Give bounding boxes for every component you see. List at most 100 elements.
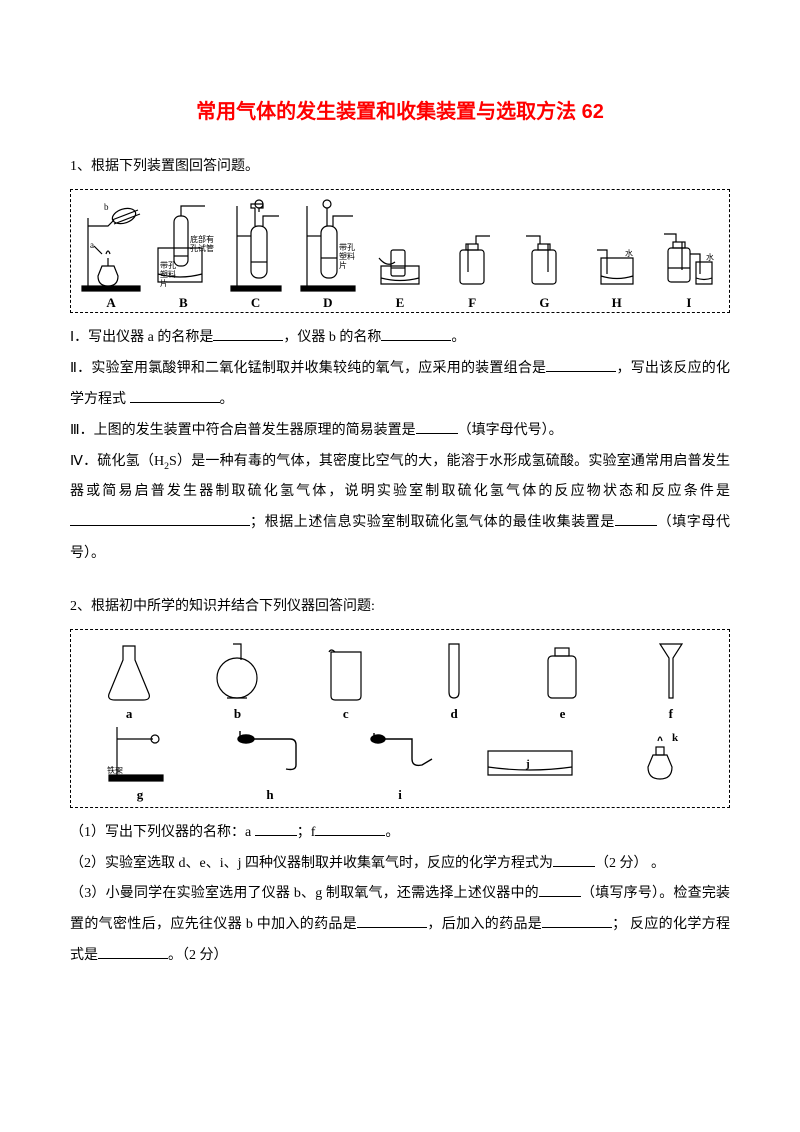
q1-fig-E: E <box>366 198 434 311</box>
blank <box>70 512 250 526</box>
text: （1）写出下列仪器的名称：a <box>70 825 255 840</box>
text: Ⅳ．硫化氢（H <box>70 454 164 469</box>
apparatus-E-icon <box>377 198 423 293</box>
q2-p1: （1）写出下列仪器的名称：a ；f 。 <box>70 818 730 849</box>
text: Ⅱ．实验室用氯酸钾和二氧化锰制取并收集较纯的氧气，应采用的装置组合是 <box>70 361 546 376</box>
text: （填字母代号）。 <box>458 423 563 438</box>
blank <box>98 945 168 959</box>
q1-fig-B: 底部有 孔试管 带孔 塑料 片 B <box>149 198 217 311</box>
svg-text:水: 水 <box>706 252 714 262</box>
q2-figure-row1: a b c d e f <box>77 638 723 722</box>
q1-label-D: D <box>323 295 332 311</box>
q2-fig-b: b <box>185 638 289 722</box>
svg-text:铁架: 铁架 <box>107 765 123 775</box>
q1-fig-F: F <box>438 198 506 311</box>
svg-text:塑料: 塑料 <box>160 269 176 279</box>
blank <box>416 420 458 434</box>
apparatus-C-icon <box>229 198 283 293</box>
blank <box>213 327 283 341</box>
text: 。 <box>451 330 465 345</box>
blank <box>615 512 657 526</box>
svg-text:孔试管: 孔试管 <box>190 243 214 253</box>
text: 。（2 分） <box>168 948 228 963</box>
q1-fig-I: 水 I <box>655 198 723 311</box>
alcohol-lamp-icon: k <box>636 723 684 785</box>
delivery-tube-h-icon <box>232 723 308 785</box>
blank <box>255 822 297 836</box>
test-tube-icon <box>439 638 469 704</box>
svg-text:底部有: 底部有 <box>190 234 214 244</box>
apparatus-A-icon: b a <box>80 198 142 293</box>
svg-text:片: 片 <box>339 260 347 270</box>
q1-intro: 1、根据下列装置图回答问题。 <box>70 152 730 183</box>
svg-text:b: b <box>104 202 109 212</box>
q1-p4: Ⅳ．硫化氢（H2S）是一种有毒的气体，其密度比空气的大，能溶于水形成氢硫酸。实验… <box>70 447 730 570</box>
q2-fig-d: d <box>402 638 506 722</box>
text: Ⅲ．上图的发生装置中符合启普发生器原理的简易装置是 <box>70 423 416 438</box>
svg-text:水: 水 <box>625 248 633 258</box>
q2-figure-row2: 铁架 g h i j j k k <box>77 723 723 803</box>
apparatus-H-icon: 水 <box>595 198 639 293</box>
blank <box>357 914 427 928</box>
q1-p1: Ⅰ．写出仪器 a 的名称是，仪器 b 的名称。 <box>70 323 730 354</box>
text: （2）实验室选取 d、e、i、j 四种仪器制取并收集氧气时，反应的化学方程式为 <box>70 856 553 871</box>
q2-fig-i: i <box>337 723 463 803</box>
apparatus-F-icon <box>452 198 492 293</box>
q2-fig-a: a <box>77 638 181 722</box>
q1-label-C: C <box>251 295 260 311</box>
q2-label-h: h <box>266 787 273 803</box>
apparatus-G-icon <box>524 198 564 293</box>
q1-p2: Ⅱ．实验室用氯酸钾和二氧化锰制取并收集较纯的氧气，应采用的装置组合是，写出该反应… <box>70 354 730 416</box>
svg-text:k: k <box>672 732 679 744</box>
text: 。 <box>385 825 399 840</box>
blank <box>542 914 612 928</box>
q1-fig-C: C <box>221 198 289 311</box>
apparatus-D-icon: 带孔 塑料 片 <box>299 198 357 293</box>
page-title: 常用气体的发生装置和收集装置与选取方法 62 <box>70 90 730 134</box>
q1-label-E: E <box>396 295 405 311</box>
text: Ⅰ．写出仪器 a 的名称是 <box>70 330 213 345</box>
q1-fig-H: 水 H <box>583 198 651 311</box>
svg-text:片: 片 <box>160 278 168 288</box>
q2-p2: （2）实验室选取 d、e、i、j 四种仪器制取并收集氧气时，反应的化学方程式为 （… <box>70 849 730 880</box>
svg-text:带孔: 带孔 <box>339 243 355 252</box>
q1-label-I: I <box>686 295 691 311</box>
q1-label-A: A <box>106 295 115 311</box>
q2-fig-h: h <box>207 723 333 803</box>
q1-label-B: B <box>179 295 188 311</box>
text: （3）小曼同学在实验室选用了仪器 b、g 制取氧气，还需选择上述仪器中的 <box>70 886 539 901</box>
svg-text:j: j <box>525 758 530 770</box>
q2-intro: 2、根据初中所学的知识并结合下列仪器回答问题: <box>70 592 730 623</box>
beaker-icon <box>321 638 371 704</box>
text: S）是一种有毒的气体，其密度比空气的大，能溶于水形成氢硫酸。实验室通常用启普发生… <box>70 454 730 500</box>
q1-label-G: G <box>539 295 549 311</box>
q1-label-F: F <box>468 295 476 311</box>
q2-label-a: a <box>126 706 133 722</box>
blank <box>381 327 451 341</box>
q2-label-c: c <box>343 706 349 722</box>
apparatus-I-icon: 水 <box>662 198 716 293</box>
q2-fig-g: 铁架 g <box>77 723 203 803</box>
text: （2 分） 。 <box>595 856 665 871</box>
q2-fig-j: j j <box>467 723 593 803</box>
q2-fig-k: k k <box>597 723 723 803</box>
q2-label-d: d <box>451 706 458 722</box>
text: ；f <box>297 825 316 840</box>
q2-label-b: b <box>234 706 241 722</box>
q2-figure-box: a b c d e f 铁架 g <box>70 629 730 808</box>
q2-p3: （3）小曼同学在实验室选用了仪器 b、g 制取氧气，还需选择上述仪器中的（填写序… <box>70 879 730 971</box>
water-trough-icon: j <box>482 723 578 785</box>
q1-fig-D: 带孔 塑料 片 D <box>294 198 362 311</box>
blank <box>130 389 220 403</box>
q1-figure-box: b a A 底部有 孔试管 <box>70 189 730 314</box>
apparatus-B-icon: 底部有 孔试管 带孔 塑料 片 <box>150 198 216 293</box>
blank <box>315 822 385 836</box>
q1-label-H: H <box>612 295 622 311</box>
svg-text:塑料: 塑料 <box>339 251 355 261</box>
long-funnel-icon <box>652 638 690 704</box>
q2-label-i: i <box>398 787 402 803</box>
q2-fig-c: c <box>294 638 398 722</box>
gas-bottle-icon <box>540 638 584 704</box>
q1-fig-A: b a A <box>77 198 145 311</box>
round-flask-icon <box>209 638 265 704</box>
